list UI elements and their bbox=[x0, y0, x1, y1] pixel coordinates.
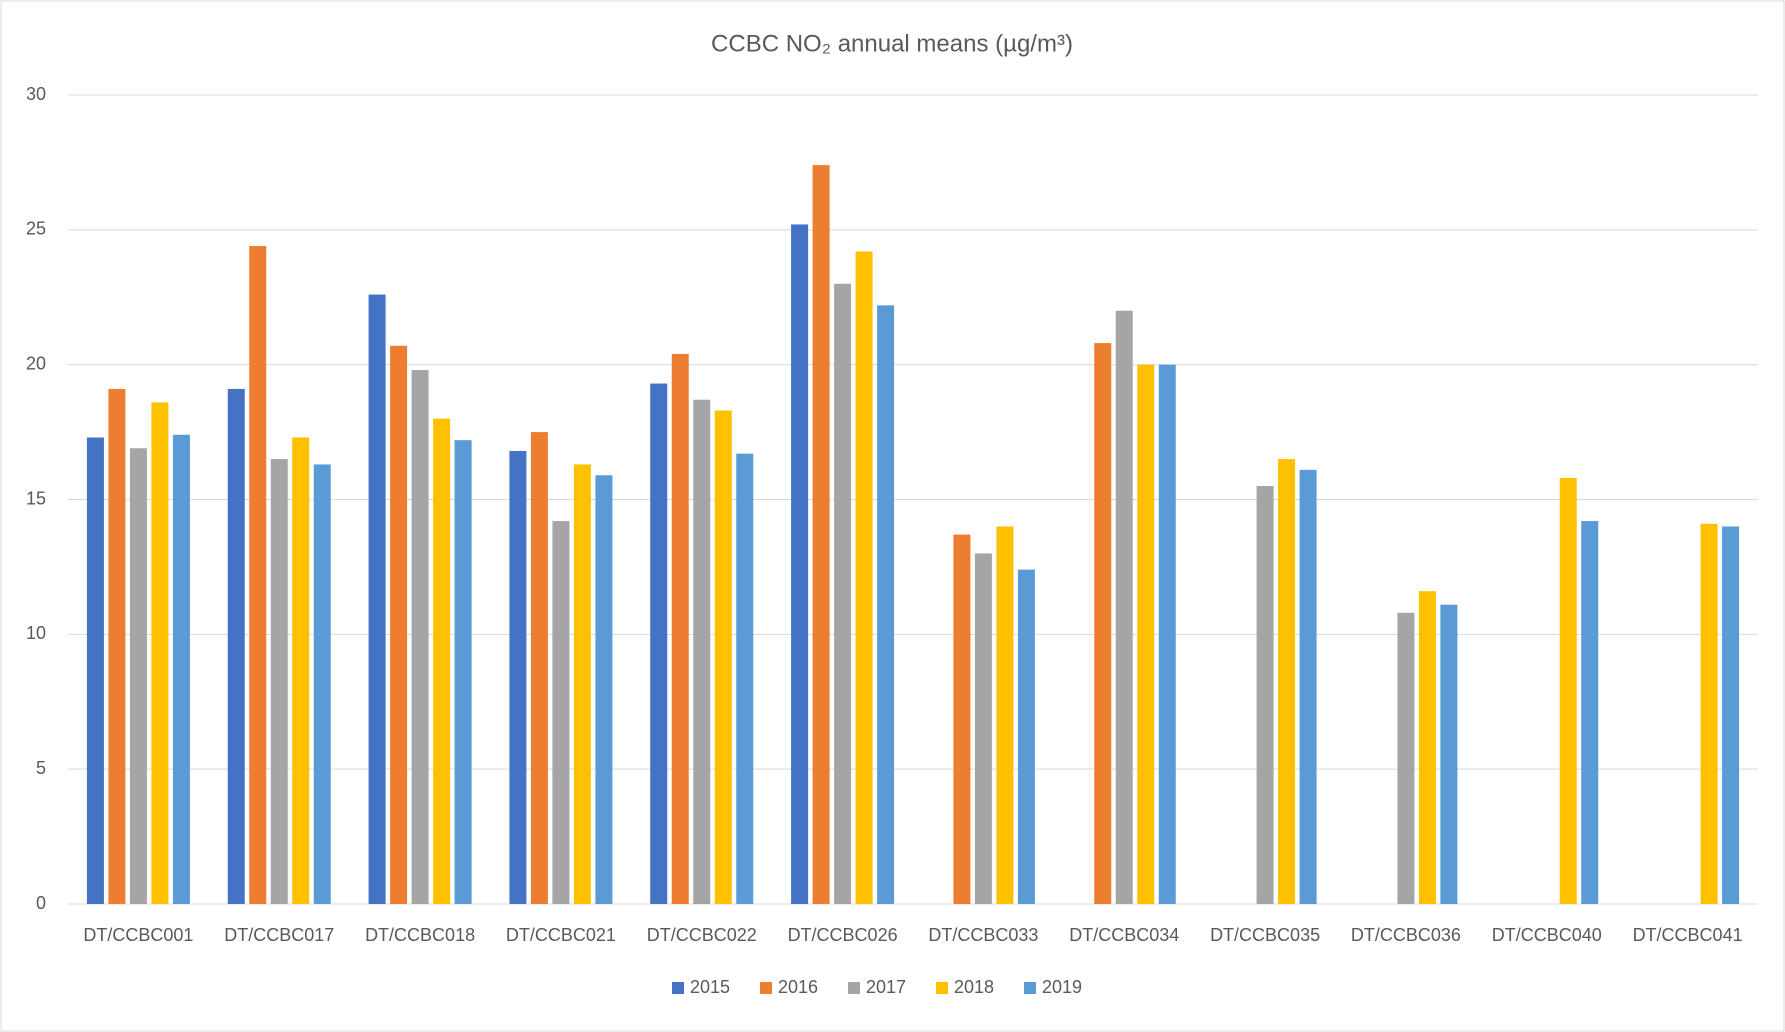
legend-swatch bbox=[672, 982, 684, 994]
legend-swatch bbox=[936, 982, 948, 994]
x-tick-label: DT/CCBC026 bbox=[788, 925, 898, 945]
bar bbox=[1137, 364, 1155, 905]
bar bbox=[433, 418, 451, 904]
bar bbox=[953, 534, 971, 904]
bar bbox=[129, 448, 147, 904]
legend-label: 2017 bbox=[866, 977, 906, 997]
bar bbox=[151, 402, 169, 904]
bar bbox=[791, 224, 809, 904]
legend-label: 2016 bbox=[778, 977, 818, 997]
bar bbox=[1256, 486, 1274, 904]
y-tick-label: 30 bbox=[26, 84, 46, 104]
bar bbox=[552, 521, 570, 904]
x-tick-label: DT/CCBC017 bbox=[224, 925, 334, 945]
bar bbox=[292, 437, 310, 904]
bar bbox=[1559, 477, 1577, 904]
legend-label: 2018 bbox=[954, 977, 994, 997]
bar bbox=[1440, 604, 1458, 904]
x-tick-label: DT/CCBC021 bbox=[506, 925, 616, 945]
y-tick-label: 5 bbox=[36, 758, 46, 778]
x-tick-label: DT/CCBC018 bbox=[365, 925, 475, 945]
bar bbox=[812, 165, 830, 904]
bar bbox=[172, 434, 190, 904]
bar bbox=[86, 437, 104, 904]
bar bbox=[1418, 591, 1436, 904]
bar bbox=[996, 526, 1014, 904]
legend-label: 2015 bbox=[690, 977, 730, 997]
bar bbox=[454, 440, 472, 904]
legend-label: 2019 bbox=[1042, 977, 1082, 997]
bar bbox=[736, 453, 754, 904]
bar bbox=[313, 464, 331, 904]
bar bbox=[530, 432, 548, 904]
bar bbox=[249, 246, 267, 905]
bar bbox=[227, 388, 245, 905]
y-tick-label: 0 bbox=[36, 893, 46, 913]
y-tick-label: 25 bbox=[26, 219, 46, 239]
bar bbox=[270, 459, 288, 904]
x-tick-label: DT/CCBC040 bbox=[1492, 925, 1602, 945]
legend-swatch bbox=[760, 982, 772, 994]
x-tick-label: DT/CCBC033 bbox=[928, 925, 1038, 945]
bar bbox=[693, 399, 711, 904]
bar bbox=[714, 410, 732, 904]
x-tick-label: DT/CCBC036 bbox=[1351, 925, 1461, 945]
bar bbox=[368, 294, 386, 904]
bar bbox=[1722, 526, 1740, 904]
y-tick-label: 10 bbox=[26, 623, 46, 643]
bar bbox=[671, 353, 689, 904]
bar bbox=[1115, 310, 1133, 904]
bar bbox=[390, 345, 408, 904]
x-tick-label: DT/CCBC035 bbox=[1210, 925, 1320, 945]
y-tick-label: 20 bbox=[26, 353, 46, 373]
bar bbox=[108, 388, 126, 905]
legend-swatch bbox=[848, 982, 860, 994]
legend-swatch bbox=[1024, 982, 1036, 994]
bar bbox=[509, 450, 527, 904]
bar bbox=[1017, 569, 1035, 904]
x-tick-label: DT/CCBC022 bbox=[647, 925, 757, 945]
y-tick-label: 15 bbox=[26, 488, 46, 508]
bar bbox=[1397, 612, 1415, 904]
bar bbox=[1158, 364, 1176, 905]
x-tick-label: DT/CCBC001 bbox=[83, 925, 193, 945]
bar bbox=[650, 383, 668, 904]
x-tick-label: DT/CCBC034 bbox=[1069, 925, 1179, 945]
bar bbox=[573, 464, 591, 904]
x-tick-label: DT/CCBC041 bbox=[1633, 925, 1743, 945]
bar bbox=[411, 370, 429, 904]
bar bbox=[1094, 343, 1112, 904]
bar bbox=[834, 283, 852, 904]
bar bbox=[1278, 459, 1296, 904]
chart-title: CCBC NO₂ annual means (µg/m³) bbox=[711, 30, 1073, 57]
bar bbox=[974, 553, 992, 904]
bar bbox=[595, 475, 613, 904]
bar bbox=[1299, 469, 1317, 904]
bar bbox=[855, 251, 873, 904]
bar bbox=[1700, 523, 1718, 904]
bar bbox=[877, 305, 895, 905]
bar bbox=[1581, 521, 1599, 904]
